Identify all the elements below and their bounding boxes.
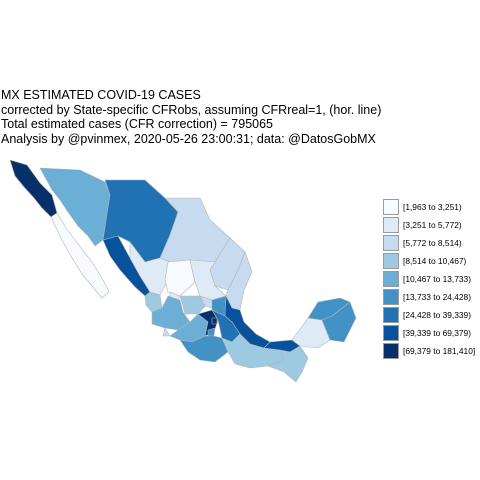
legend-swatch [383, 343, 399, 359]
legend-item: [5,772 to 8,514) [383, 234, 475, 252]
state-sonora [39, 167, 111, 247]
legend-label: [10,467 to 13,733) [403, 274, 471, 284]
chart-title: MX ESTIMATED COVID-19 CASES [1, 88, 201, 102]
state-baja-california-sur [50, 212, 110, 299]
chart-subtitle: corrected by State-specific CFRobs, assu… [1, 102, 382, 117]
legend-item: [1,963 to 3,251) [383, 198, 475, 216]
legend-item: [24,428 to 39,339) [383, 306, 475, 324]
legend: [1,963 to 3,251) [3,251 to 5,772) [5,772… [383, 198, 475, 360]
legend-swatch [383, 271, 399, 287]
legend-swatch [383, 289, 399, 305]
state-zacatecas [164, 259, 196, 297]
state-durango [129, 241, 171, 296]
state-colima [162, 327, 171, 337]
legend-label: [5,772 to 8,514) [403, 238, 462, 248]
attribution-line: Analysis by @pvinmex, 2020-05-26 23:00:3… [1, 131, 376, 146]
legend-label: [1,963 to 3,251) [403, 202, 462, 212]
legend-item: [39,339 to 69,379) [383, 324, 475, 342]
legend-item: [8,514 to 10,467) [383, 252, 475, 270]
total-cases-line: Total estimated cases (CFR correction) =… [1, 117, 273, 131]
state-ciudad-de-mexico [211, 317, 218, 325]
legend-label: [69,379 to 181,410] [403, 346, 476, 356]
legend-item: [69,379 to 181,410] [383, 342, 475, 360]
legend-swatch [383, 217, 399, 233]
legend-item: [3,251 to 5,772) [383, 216, 475, 234]
legend-swatch [383, 253, 399, 269]
legend-label: [8,514 to 10,467) [403, 256, 467, 266]
legend-label: [3,251 to 5,772) [403, 220, 462, 230]
legend-item: [13,733 to 24,428) [383, 288, 475, 306]
state-quintana-roo [321, 301, 357, 343]
state-chiapas [267, 345, 309, 383]
legend-swatch [383, 235, 399, 251]
chart-titles: MX ESTIMATED COVID-19 CASES corrected by… [1, 88, 381, 146]
legend-item: [10,467 to 13,733) [383, 270, 475, 288]
state-regions [9, 159, 357, 383]
legend-swatch [383, 307, 399, 323]
legend-swatch [383, 325, 399, 341]
legend-label: [24,428 to 39,339) [403, 310, 471, 320]
legend-label: [39,339 to 69,379) [403, 328, 471, 338]
legend-swatch [383, 199, 399, 215]
legend-label: [13,733 to 24,428) [403, 292, 471, 302]
state-jalisco [151, 295, 191, 331]
